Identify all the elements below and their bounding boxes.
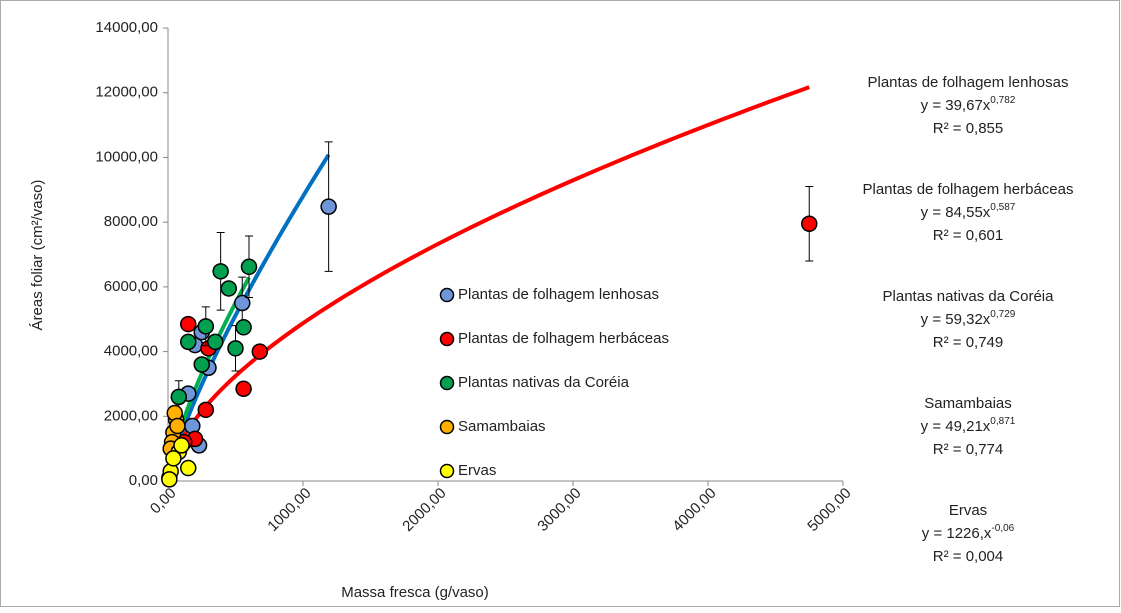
trend-name: Samambaias (924, 395, 1012, 412)
trend-r2: R² = 0,601 (933, 227, 1003, 244)
legend-label: Samambaias (458, 418, 546, 435)
equation-text: y = 1226,x (922, 525, 992, 542)
data-point (227, 340, 244, 357)
legend-label: Plantas de folhagem herbáceas (458, 330, 669, 347)
data-point (240, 258, 258, 276)
trend-equation: y = 49,21x0,871 (921, 416, 1016, 435)
data-point (320, 198, 337, 215)
data-point (193, 356, 210, 373)
legend-label: Plantas de folhagem lenhosas (458, 286, 659, 303)
trend-equation: y = 1226,x-0,06 (922, 523, 1015, 542)
data-point (207, 333, 224, 351)
trend-r2: R² = 0,749 (933, 334, 1003, 351)
legend-marker (439, 463, 455, 479)
data-point (197, 401, 215, 419)
trend-r2: R² = 0,004 (933, 548, 1003, 565)
data-point (235, 380, 252, 398)
data-point (801, 215, 818, 233)
trend-line (166, 85, 810, 479)
y-tick-label: 6000,00 (104, 278, 158, 295)
y-tick-label: 14000,00 (95, 19, 158, 36)
equation-text: y = 84,55x (921, 204, 991, 221)
equation-text: y = 39,67x (921, 97, 991, 114)
data-point (173, 437, 190, 454)
legend-marker (439, 375, 455, 391)
y-axis-title: Áreas foliar (cm²/vaso) (29, 180, 46, 331)
equation-exponent: 0,782 (990, 95, 1015, 106)
data-point (170, 388, 188, 406)
data-point (220, 280, 237, 297)
equation-exponent: 0,587 (990, 202, 1015, 213)
trend-equation: y = 39,67x0,782 (921, 95, 1016, 114)
trend-equation: y = 84,55x0,587 (921, 202, 1016, 221)
equation-exponent: -0,06 (991, 523, 1014, 534)
y-tick-label: 2000,00 (104, 407, 158, 424)
data-point (212, 263, 229, 280)
y-tick-label: 10000,00 (95, 148, 158, 165)
equation-text: y = 59,32x (921, 311, 991, 328)
y-tick-label: 0,00 (129, 472, 158, 489)
equation-exponent: 0,729 (990, 309, 1015, 320)
trend-name: Plantas de folhagem lenhosas (868, 74, 1069, 91)
legend-label: Plantas nativas da Coréia (458, 374, 630, 391)
legend-marker (439, 419, 455, 435)
legend-marker (439, 331, 455, 347)
legend-label: Ervas (458, 462, 496, 479)
trend-r2: R² = 0,855 (933, 120, 1003, 137)
y-tick-label: 8000,00 (104, 213, 158, 230)
data-point (180, 315, 197, 333)
x-axis-title: Massa fresca (g/vaso) (341, 584, 489, 601)
trend-line (166, 153, 331, 481)
data-point (234, 294, 251, 312)
data-point (180, 333, 197, 351)
data-point (180, 459, 197, 477)
data-point (161, 471, 178, 488)
trend-name: Ervas (949, 502, 987, 519)
data-point (165, 450, 182, 467)
y-tick-label: 12000,00 (95, 84, 158, 101)
trend-r2: R² = 0,774 (933, 441, 1003, 458)
trend-name: Plantas de folhagem herbáceas (863, 181, 1074, 198)
y-tick-label: 4000,00 (104, 343, 158, 360)
data-point (251, 343, 269, 360)
trend-equation: y = 59,32x0,729 (921, 309, 1016, 328)
legend-marker (439, 287, 455, 303)
equation-exponent: 0,871 (990, 416, 1015, 427)
data-point (197, 318, 215, 335)
equation-text: y = 49,21x (921, 418, 991, 435)
data-point (169, 417, 186, 435)
trend-name: Plantas nativas da Coréia (883, 288, 1055, 305)
data-point (235, 319, 252, 336)
